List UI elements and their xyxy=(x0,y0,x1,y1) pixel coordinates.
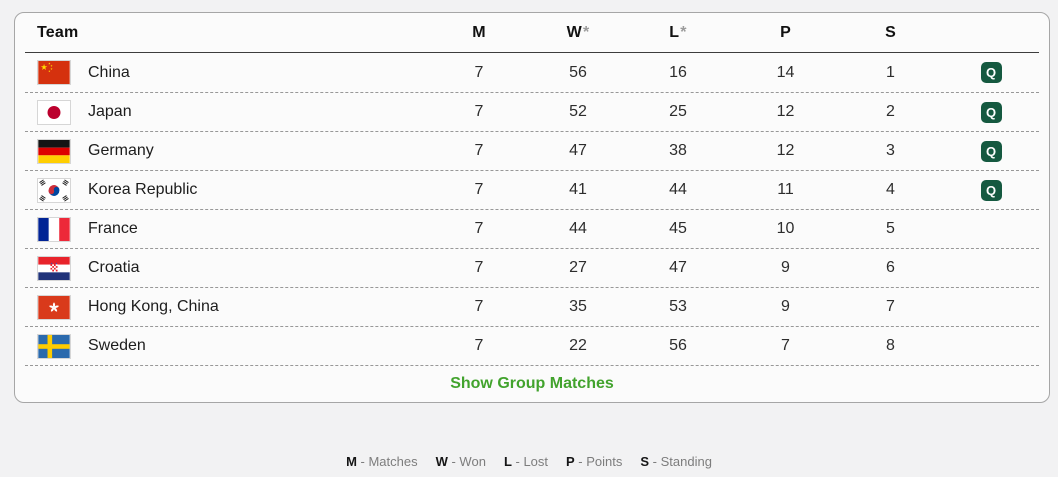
team-cell: Germany xyxy=(25,138,425,164)
team-name: Germany xyxy=(88,142,154,159)
points-value: 9 xyxy=(781,259,790,276)
team-cell: Korea Republic xyxy=(25,177,425,203)
asterisk-mark: * xyxy=(582,23,590,41)
group-standings-table: Team M W* L* P S China 7 56 16 14 1 Q Japan 7… xyxy=(14,12,1050,403)
flag-sweden-icon xyxy=(37,333,71,359)
team-cell: Japan xyxy=(25,99,425,125)
table-row: Japan 7 52 25 12 2 Q xyxy=(25,92,1039,131)
standing-value: 5 xyxy=(886,220,895,237)
legend-item-m: M - Matches xyxy=(346,454,418,469)
won-value: 41 xyxy=(569,181,587,198)
column-header-w: W* xyxy=(566,23,590,41)
legend: M - Matches W - Won L - Lost P - Points S - … xyxy=(0,454,1058,469)
qualified-cell: Q xyxy=(943,101,1039,123)
points-value: 9 xyxy=(781,298,790,315)
column-header-s: S xyxy=(885,23,896,41)
qualified-cell: Q xyxy=(943,179,1039,201)
won-value: 47 xyxy=(569,142,587,159)
team-cell: China xyxy=(25,60,425,85)
column-header-p: P xyxy=(780,23,791,41)
qualified-badge: Q xyxy=(980,179,1002,201)
team-name: Korea Republic xyxy=(88,181,198,198)
matches-value: 7 xyxy=(474,103,484,120)
flag-germany-icon xyxy=(37,138,71,164)
flag-hong-kong-china-icon xyxy=(37,294,71,320)
won-value: 35 xyxy=(569,298,587,315)
points-value: 11 xyxy=(777,181,794,198)
team-name: China xyxy=(88,63,130,81)
column-header-l: L* xyxy=(669,23,687,41)
lost-value: 47 xyxy=(669,259,687,276)
qualified-badge: Q xyxy=(980,140,1002,162)
asterisk-mark: * xyxy=(680,23,687,41)
legend-item-w: W - Won xyxy=(435,454,486,469)
table-row: Germany 7 47 38 12 3 Q xyxy=(25,131,1039,170)
table-row: France 7 44 45 10 5 xyxy=(25,209,1039,248)
flag-korea-republic-icon xyxy=(37,177,71,203)
lost-value: 38 xyxy=(669,142,687,159)
team-cell: Sweden xyxy=(25,333,425,359)
team-cell: Croatia xyxy=(25,255,425,281)
qualified-cell: Q xyxy=(943,62,1039,83)
qualified-badge: Q xyxy=(980,62,1002,83)
points-value: 7 xyxy=(781,337,790,354)
lost-value: 53 xyxy=(669,298,687,315)
points-value: 10 xyxy=(776,220,795,237)
table-footer: Show Group Matches xyxy=(25,365,1039,402)
column-header-team: Team xyxy=(37,23,79,41)
standing-value: 7 xyxy=(886,298,895,315)
table-row: Hong Kong, China 7 35 53 9 7 xyxy=(25,287,1039,326)
team-name: Hong Kong, China xyxy=(88,298,219,315)
won-value: 56 xyxy=(569,63,587,81)
standing-value: 1 xyxy=(886,63,895,81)
standing-value: 8 xyxy=(886,337,895,354)
flag-china-icon xyxy=(37,60,71,85)
matches-value: 7 xyxy=(474,298,484,315)
team-name: Croatia xyxy=(88,259,140,276)
won-value: 27 xyxy=(569,259,587,276)
table-row: Sweden 7 22 56 7 8 xyxy=(25,326,1039,365)
lost-value: 16 xyxy=(669,63,687,81)
legend-item-l: L - Lost xyxy=(503,454,549,469)
show-group-matches-link[interactable]: Show Group Matches xyxy=(450,375,614,392)
team-name: France xyxy=(88,220,138,237)
matches-value: 7 xyxy=(474,181,484,198)
matches-value: 7 xyxy=(474,63,484,81)
flag-croatia-icon xyxy=(37,255,71,281)
table-row: Korea Republic 7 41 44 11 4 Q xyxy=(25,170,1039,209)
table-body: China 7 56 16 14 1 Q Japan 7 52 25 12 2 … xyxy=(25,53,1039,365)
table-row: Croatia 7 27 47 9 6 xyxy=(25,248,1039,287)
standing-value: 3 xyxy=(886,142,895,159)
lost-value: 25 xyxy=(669,103,687,120)
team-cell: France xyxy=(25,216,425,242)
flag-japan-icon xyxy=(37,99,71,125)
won-value: 22 xyxy=(569,337,587,354)
legend-item-s: S - Standing xyxy=(640,454,712,469)
points-value: 14 xyxy=(776,63,795,81)
lost-value: 45 xyxy=(669,220,687,237)
team-name: Japan xyxy=(88,103,132,120)
lost-value: 44 xyxy=(669,181,687,198)
qualified-cell: Q xyxy=(943,140,1039,162)
column-header-m: M xyxy=(472,23,486,41)
standing-value: 6 xyxy=(886,259,895,276)
legend-item-p: P - Points xyxy=(566,454,623,469)
lost-value: 56 xyxy=(669,337,687,354)
won-value: 52 xyxy=(569,103,587,120)
team-cell: Hong Kong, China xyxy=(25,294,425,320)
matches-value: 7 xyxy=(474,142,484,159)
points-value: 12 xyxy=(776,142,795,159)
standing-value: 4 xyxy=(886,181,895,198)
won-value: 44 xyxy=(569,220,587,237)
points-value: 12 xyxy=(776,103,795,120)
standing-value: 2 xyxy=(886,103,895,120)
flag-france-icon xyxy=(37,216,71,242)
table-header-row: Team M W* L* P S xyxy=(25,13,1039,53)
table-row: China 7 56 16 14 1 Q xyxy=(25,53,1039,92)
qualified-badge: Q xyxy=(980,101,1002,123)
matches-value: 7 xyxy=(474,220,484,237)
matches-value: 7 xyxy=(474,259,484,276)
team-name: Sweden xyxy=(88,337,146,354)
matches-value: 7 xyxy=(474,337,484,354)
